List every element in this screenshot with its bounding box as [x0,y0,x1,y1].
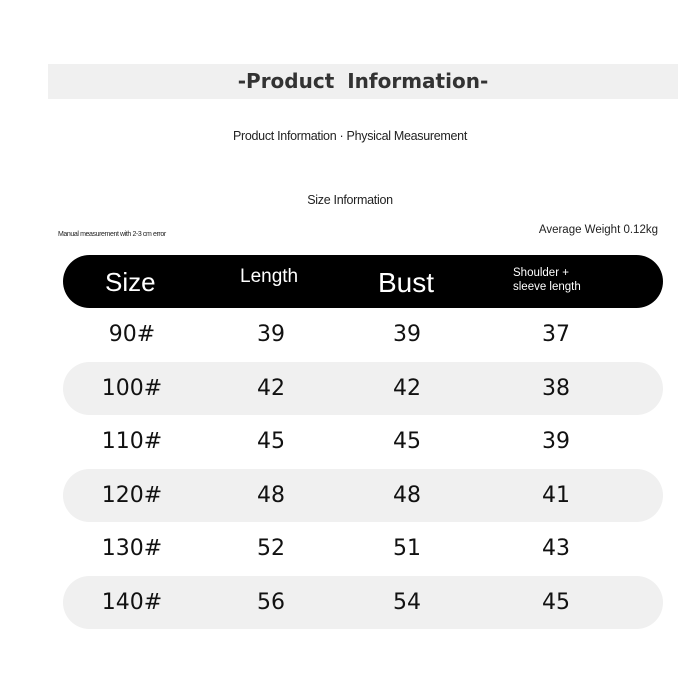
header-length: Length [240,266,299,287]
subtitle: Product Information · Physical Measureme… [232,129,468,143]
table-row: 90# 39 39 37 [63,308,663,361]
cell-length: 39 [257,322,285,347]
cell-size: 140# [101,589,163,615]
cell-shoulder-sleeve: 38 [542,375,570,401]
cell-shoulder-sleeve: 45 [542,589,570,615]
cell-bust: 48 [393,482,421,508]
header-sleeve-length: sleeve length [513,281,581,293]
cell-length: 56 [257,589,285,615]
cell-bust: 51 [393,536,421,561]
section-title: Size Information [307,193,393,207]
table-row: 110# 45 45 39 [63,415,663,468]
cell-bust: 39 [393,322,421,347]
table-header: Size Length Bust Shoulder + sleeve lengt… [63,255,663,308]
table-row: 140# 56 54 45 [63,575,663,629]
cell-size: 110# [101,429,163,454]
cell-length: 45 [257,429,285,454]
cell-shoulder-sleeve: 43 [542,536,570,561]
table-row: 100# 42 42 38 [63,361,663,415]
cell-length: 52 [257,536,285,561]
cell-shoulder-sleeve: 41 [542,482,570,508]
cell-size: 90# [108,322,156,347]
page-title: -Product Information- [48,64,678,99]
average-weight: Average Weight 0.12kg [538,224,658,236]
cell-length: 48 [257,482,285,508]
cell-shoulder-sleeve: 37 [542,322,570,347]
cell-length: 42 [257,375,285,401]
table-row: 120# 48 48 41 [63,468,663,522]
cell-bust: 45 [393,429,421,454]
measurement-note: Manual measurement with 2-3 cm error [58,231,166,238]
cell-shoulder-sleeve: 39 [542,429,570,454]
cell-size: 100# [101,375,163,401]
header-shoulder: Shoulder + [513,267,569,279]
cell-bust: 54 [393,589,421,615]
cell-bust: 42 [393,375,421,401]
header-bust: Bust [378,267,435,298]
header-size: Size [105,267,156,297]
table-row: 130# 52 51 43 [63,522,663,575]
cell-size: 130# [101,536,163,561]
cell-size: 120# [101,482,163,508]
